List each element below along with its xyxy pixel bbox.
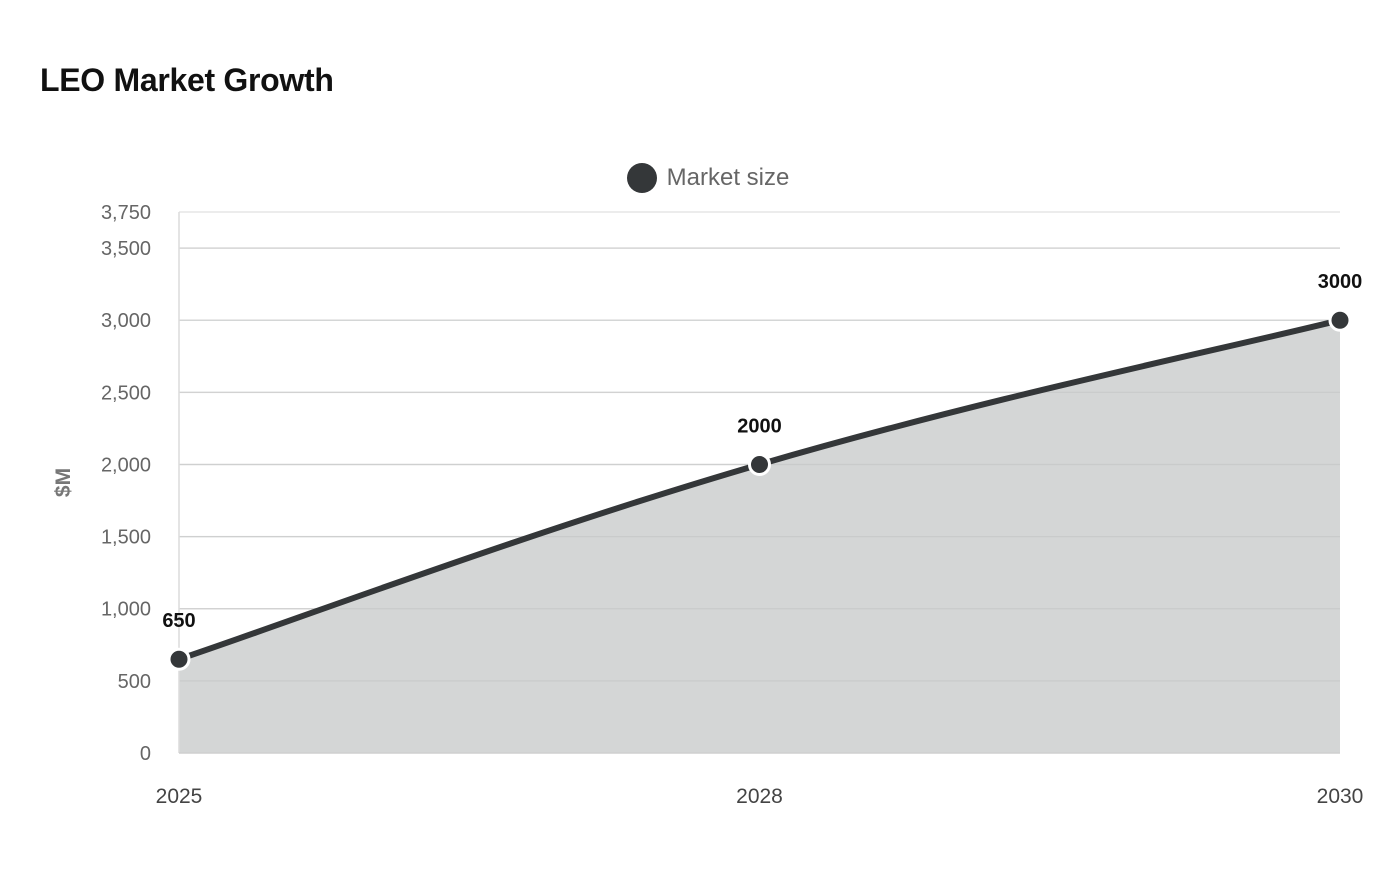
- y-tick-label: 2,000: [101, 454, 151, 476]
- y-tick-label: 3,750: [101, 202, 151, 224]
- data-label: 650: [162, 610, 195, 632]
- y-tick-label: 0: [140, 743, 151, 765]
- y-tick-label: 1,000: [101, 599, 151, 621]
- data-label: 3000: [1318, 271, 1363, 293]
- data-point: [1328, 308, 1352, 332]
- data-point: [167, 647, 191, 671]
- data-point: [748, 452, 771, 476]
- x-tick-label: 2030: [1317, 785, 1364, 808]
- legend: Market size: [0, 163, 1400, 193]
- y-tick-label: 3,500: [101, 238, 151, 260]
- chart-title: LEO Market Growth: [40, 62, 334, 98]
- area-layer: [179, 247, 1340, 753]
- x-tick-label: 2028: [736, 785, 783, 808]
- data-points: [167, 308, 1352, 671]
- legend-swatch-icon: [626, 163, 657, 193]
- y-tick-label: 500: [118, 671, 151, 693]
- y-tick-label: 1,500: [101, 527, 151, 549]
- legend-label: Market size: [666, 164, 790, 191]
- y-tick-label: 2,500: [101, 382, 151, 404]
- data-labels: 650 2000 3000: [162, 271, 1362, 632]
- x-tick-label: 2025: [156, 785, 203, 808]
- y-tick-label: 3,000: [101, 310, 151, 332]
- data-label: 2000: [737, 415, 782, 437]
- x-tick-labels: 2025 2028 2030: [156, 785, 1364, 808]
- y-tick-labels: 0 500 1,000 1,500 2,000 2,500 3,000 3,500 3,750: [101, 202, 151, 765]
- y-axis-label: $M: [52, 468, 75, 497]
